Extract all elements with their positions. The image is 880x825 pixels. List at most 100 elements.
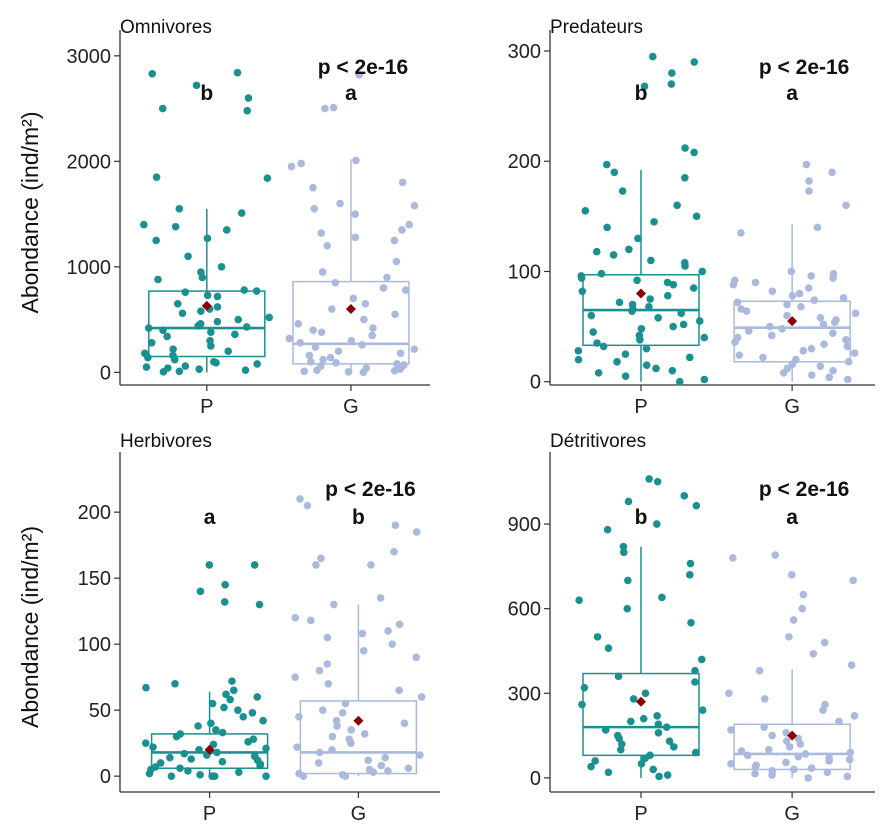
group-letter: a (786, 506, 798, 529)
data-point (828, 168, 836, 177)
data-point (390, 366, 399, 375)
data-point (392, 257, 401, 266)
data-point (603, 525, 612, 534)
data-point (410, 345, 419, 353)
data-point (767, 331, 776, 340)
data-point (574, 347, 583, 355)
box-G (299, 700, 418, 775)
data-point (816, 362, 825, 371)
data-point (575, 596, 583, 605)
data-point (805, 177, 813, 185)
data-point (396, 349, 405, 358)
data-point (771, 551, 779, 559)
data-point (395, 620, 404, 629)
data-point (654, 720, 663, 729)
data-point (341, 699, 350, 708)
data-point (390, 236, 399, 245)
data-point (667, 80, 676, 88)
data-point (809, 649, 818, 658)
data-point (319, 355, 327, 364)
data-point (314, 759, 323, 767)
data-point (602, 160, 611, 169)
data-point (307, 357, 315, 366)
data-point (760, 723, 768, 731)
data-point (171, 222, 180, 231)
data-point (208, 772, 216, 780)
data-point (349, 294, 358, 303)
data-point (799, 347, 808, 355)
data-point (196, 587, 205, 596)
data-point (604, 644, 613, 652)
group-letter: a (204, 506, 216, 529)
data-point (156, 759, 165, 767)
data-point (306, 616, 315, 625)
group-letter: b (200, 82, 213, 105)
data-point (594, 369, 603, 377)
data-point (807, 371, 816, 379)
data-point (309, 326, 317, 334)
data-point (593, 633, 602, 641)
data-point (329, 103, 338, 112)
data-point (587, 762, 595, 771)
y-tick-label: 0 (100, 766, 111, 788)
data-point (312, 561, 320, 569)
data-point (332, 359, 340, 367)
data-point (629, 695, 638, 703)
data-point (846, 748, 855, 757)
data-point (675, 377, 684, 386)
data-point (167, 772, 176, 780)
data-point (203, 291, 212, 300)
data-point (825, 373, 834, 382)
data-point (412, 528, 421, 536)
data-point (751, 762, 760, 771)
data-point (637, 759, 646, 768)
data-point (680, 492, 689, 500)
data-point (159, 326, 167, 334)
data-point (360, 730, 369, 738)
data-point (169, 345, 177, 353)
mean-marker (201, 300, 212, 311)
data-point (727, 726, 735, 734)
data-point (197, 307, 205, 315)
data-point (691, 748, 700, 757)
data-point (768, 731, 776, 740)
data-point (398, 226, 406, 234)
data-point (744, 327, 753, 335)
data-point (358, 629, 367, 638)
data-point (654, 728, 663, 737)
data-point (213, 303, 222, 311)
y-tick-label: 2000 (67, 151, 112, 173)
data-point (778, 324, 786, 333)
data-point (829, 366, 837, 375)
data-point (845, 755, 854, 764)
data-point (347, 336, 356, 345)
data-point (234, 768, 243, 776)
data-point (209, 740, 218, 749)
data-point (300, 367, 309, 376)
data-point (737, 229, 745, 237)
data-point (662, 723, 671, 731)
data-point (233, 68, 242, 77)
data-point (262, 772, 270, 780)
data-point (317, 229, 326, 237)
y-tick-label: 900 (508, 514, 541, 536)
data-point (328, 732, 337, 741)
data-point (287, 162, 296, 171)
data-point (390, 547, 398, 556)
data-point (141, 739, 150, 747)
data-point (330, 600, 338, 609)
data-point (181, 288, 190, 296)
x-tick-label: P (634, 396, 647, 418)
data-point (152, 236, 160, 245)
data-point (376, 594, 385, 602)
box-P (582, 672, 700, 757)
data-point (379, 284, 388, 292)
data-point (299, 772, 308, 780)
data-point (234, 315, 243, 324)
data-point (627, 717, 635, 726)
data-point (597, 269, 606, 278)
data-point (591, 757, 599, 765)
data-point (359, 368, 368, 377)
data-point (244, 94, 253, 102)
